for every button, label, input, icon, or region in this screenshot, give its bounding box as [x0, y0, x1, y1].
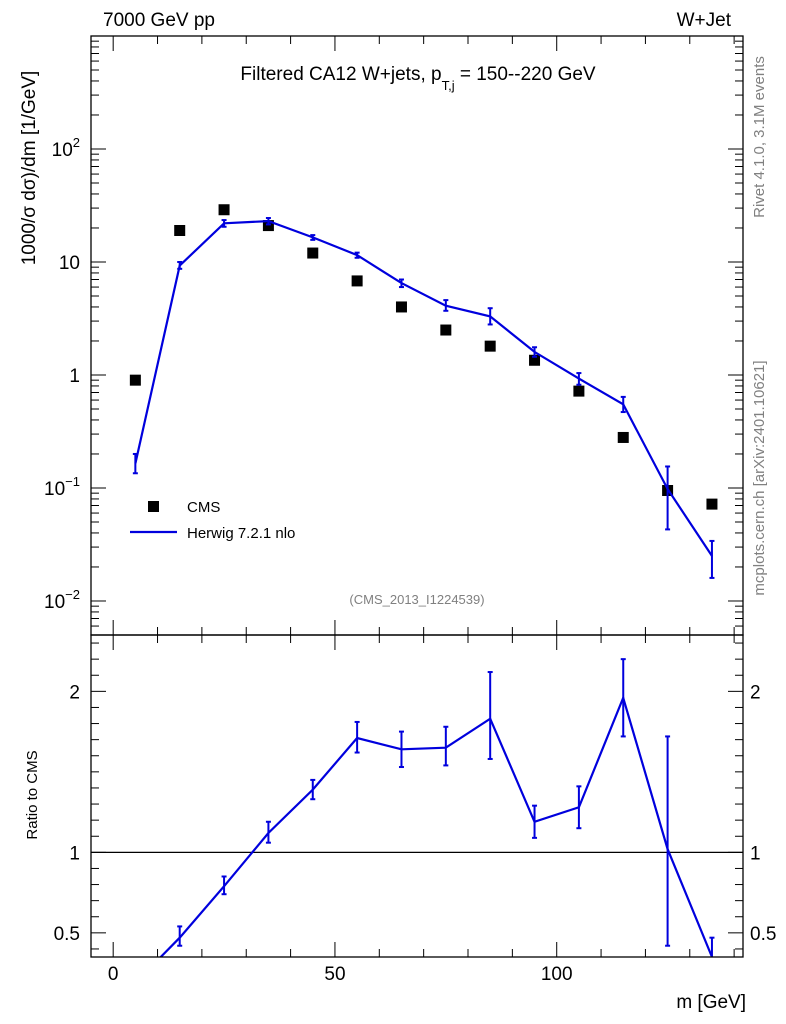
- ratio-y-tick-label: 1: [69, 843, 80, 864]
- ratio-y-tick-label-right: 1: [750, 843, 761, 864]
- main-y-tick-label: 1: [69, 366, 80, 387]
- main-y-tick-label: 10−2: [44, 587, 80, 613]
- legend-cms-label: CMS: [187, 499, 220, 516]
- cms-data-point: [484, 340, 496, 352]
- ratio-y-tick-label: 2: [69, 682, 80, 703]
- cms-data-point: [529, 354, 541, 366]
- x-tick-label: 100: [541, 964, 573, 985]
- process-label: W+Jet: [677, 10, 732, 31]
- x-tick-label: 0: [108, 964, 119, 985]
- ratio-frame: [90, 634, 744, 958]
- cms-data-point: [617, 431, 629, 443]
- ratio-y-tick-label-right: 2: [750, 682, 761, 703]
- cms-data-point: [706, 498, 718, 510]
- legend-herwig-label: Herwig 7.2.1 nlo: [187, 525, 295, 542]
- legend-cms-marker: [148, 501, 159, 512]
- cms-data-point: [440, 324, 452, 336]
- main-frame: [90, 35, 744, 636]
- ratio-y-tick-label-right: 0.5: [750, 924, 776, 945]
- ratio-y-axis-label: Ratio to CMS: [24, 750, 41, 839]
- rivet-label: Rivet 4.1.0, 3.1M events: [751, 56, 768, 218]
- main-y-axis-label: 1000/σ dσ)/dm [1/GeV]: [19, 71, 40, 266]
- x-axis-label: m [GeV]: [676, 992, 746, 1013]
- cms-data-point: [395, 301, 407, 313]
- main-y-tick-label: 102: [52, 135, 80, 161]
- source-label: mcplots.cern.ch [arXiv:2401.10621]: [751, 360, 768, 595]
- ratio-line: [159, 694, 714, 957]
- cms-data-point: [351, 275, 363, 287]
- herwig-line: [134, 219, 713, 557]
- cms-data-point: [174, 224, 186, 236]
- legend: CMS Herwig 7.2.1 nlo: [130, 499, 295, 542]
- cms-data-point: [218, 204, 230, 216]
- cms-data-point: [129, 374, 141, 386]
- x-tick-label: 50: [324, 964, 345, 985]
- main-y-tick-label: 10−1: [44, 474, 80, 500]
- cms-data-point: [573, 385, 585, 397]
- main-y-tick-label: 10: [59, 253, 80, 274]
- analysis-watermark: (CMS_2013_I1224539): [349, 592, 484, 607]
- ratio-plot-area: [91, 658, 743, 957]
- cms-data-point: [262, 220, 274, 232]
- energy-label: 7000 GeV pp: [103, 10, 215, 31]
- cms-data-point: [307, 247, 319, 259]
- main-title: Filtered CA12 W+jets, pT,j = 150--220 Ge…: [240, 64, 596, 93]
- ratio-y-tick-label: 0.5: [54, 924, 80, 945]
